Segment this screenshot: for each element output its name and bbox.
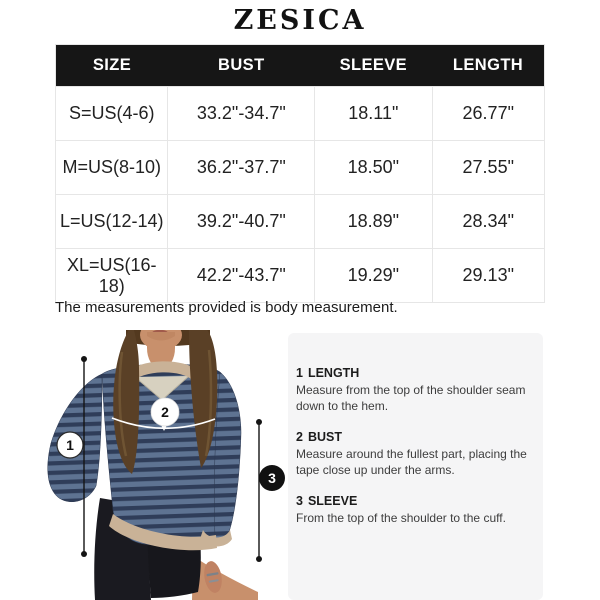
- guide-number: 2: [296, 429, 303, 444]
- cell-size: XL=US(16-18): [54, 248, 169, 303]
- col-header-bust: BUST: [167, 44, 315, 87]
- size-table: SIZE BUST SLEEVE LENGTH S=US(4-6) 33.2"-…: [54, 44, 546, 303]
- cell-sleeve: 19.29": [314, 248, 433, 303]
- cell-length: 27.55": [431, 140, 546, 195]
- col-header-length: LENGTH: [432, 44, 545, 87]
- guide-number: 3: [296, 493, 303, 508]
- model-photo: 1 2 3: [47, 330, 285, 600]
- cell-size: L=US(12-14): [54, 194, 169, 249]
- guide-description: Measure around the fullest part, placing…: [296, 446, 527, 477]
- sleeve-measure-line: [256, 419, 262, 562]
- guide-label: LENGTH: [307, 366, 360, 380]
- guide-item-sleeve: 3 SLEEVE From the top of the shoulder to …: [296, 494, 536, 527]
- guide-label: SLEEVE: [307, 493, 358, 508]
- table-row: XL=US(16-18) 42.2"-43.7" 19.29" 29.13": [54, 248, 546, 303]
- cell-size: M=US(8-10): [54, 140, 169, 195]
- cell-sleeve: 18.89": [314, 194, 433, 249]
- guide-item-bust: 2 BUST Measure around the fullest part, p…: [296, 430, 536, 479]
- sleeve-marker: 3: [259, 465, 285, 491]
- table-row: S=US(4-6) 33.2"-34.7" 18.11" 26.77": [54, 86, 546, 141]
- guide-item-length: 1 LENGTH Measure from the top of the shou…: [296, 366, 536, 415]
- table-row: L=US(12-14) 39.2"-40.7" 18.89" 28.34": [54, 194, 546, 249]
- guide-title: 1 LENGTH: [296, 366, 536, 380]
- measurement-guide-panel: 1 LENGTH Measure from the top of the shou…: [288, 333, 543, 600]
- guide-description: Measure from the top of the shoulder sea…: [296, 383, 526, 413]
- bust-marker: 2: [150, 397, 180, 427]
- guide-description: From the top of the shoulder to the cuff…: [296, 510, 506, 525]
- guide-title: 3 SLEEVE: [296, 494, 536, 508]
- table-row: M=US(8-10) 36.2"-37.7" 18.50" 27.55": [54, 140, 546, 195]
- bust-measure-line: [111, 417, 216, 431]
- cell-length: 28.34": [431, 194, 546, 249]
- size-table-container: SIZE BUST SLEEVE LENGTH S=US(4-6) 33.2"-…: [54, 44, 546, 303]
- table-header-row: SIZE BUST SLEEVE LENGTH: [55, 44, 545, 87]
- bust-marker-number: 2: [161, 404, 169, 420]
- brand-logo: ZESICA: [233, 5, 367, 36]
- cell-bust: 36.2"-37.7": [167, 140, 316, 195]
- sleeve-marker-number: 3: [268, 470, 276, 486]
- cell-bust: 39.2"-40.7": [167, 194, 316, 249]
- length-measure-line: [81, 356, 87, 557]
- cell-bust: 33.2"-34.7": [167, 86, 316, 141]
- cell-size: S=US(4-6): [54, 86, 169, 141]
- length-marker: 1: [56, 431, 84, 459]
- cell-bust: 42.2"-43.7": [167, 248, 316, 303]
- guide-label: BUST: [307, 429, 342, 444]
- col-header-sleeve: SLEEVE: [314, 44, 433, 87]
- cell-length: 26.77": [431, 86, 546, 141]
- cell-sleeve: 18.50": [314, 140, 433, 195]
- cell-sleeve: 18.11": [314, 86, 433, 141]
- cell-length: 29.13": [431, 248, 546, 303]
- col-header-size: SIZE: [55, 44, 168, 87]
- length-marker-number: 1: [66, 437, 74, 453]
- guide-number: 1: [296, 366, 303, 380]
- measurement-note: The measurements provided is body measur…: [55, 299, 398, 316]
- guide-title: 2 BUST: [296, 430, 536, 444]
- model-figure: [47, 330, 258, 600]
